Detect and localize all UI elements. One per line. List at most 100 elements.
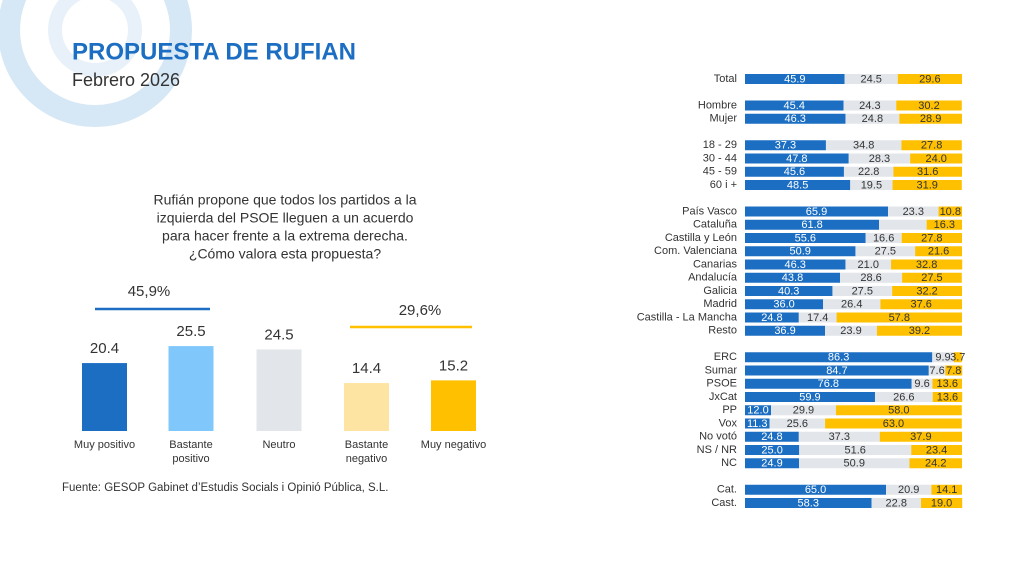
bar-segment [836, 312, 962, 323]
bar-segment [745, 74, 845, 84]
value-label: 22.8 [858, 166, 879, 178]
value-label: 45.9 [784, 73, 805, 85]
row-label: Madrid [703, 298, 737, 310]
value-label: 27.8 [921, 232, 942, 244]
value-label: 58.3 [798, 497, 819, 509]
value-label: 37.3 [829, 431, 850, 443]
bar-segment [745, 272, 841, 283]
value-label: 31.9 [916, 179, 937, 191]
value-label: 58.0 [888, 405, 909, 417]
value-label: 36.0 [773, 299, 794, 311]
question-line: izquierda del PSOE lleguen a un acuerdo [157, 210, 414, 226]
bar-segment [745, 206, 889, 217]
value-label: 27.8 [921, 140, 942, 152]
bar-segment [745, 113, 846, 124]
value-label: 15.2 [439, 357, 468, 374]
bar-segment [892, 180, 962, 190]
row-label: 18 - 29 [703, 139, 737, 151]
bar-segment [899, 113, 962, 124]
bar-segment [880, 299, 962, 310]
bar-segment [920, 498, 963, 508]
bar-segment [799, 445, 912, 455]
bar-segment [745, 246, 856, 257]
row-label: 30 - 44 [703, 152, 737, 164]
value-label: 25.5 [176, 323, 205, 340]
bar-segment [848, 153, 911, 164]
value-label: 13.6 [937, 391, 958, 403]
value-label: 50.9 [844, 458, 865, 470]
value-label: 29.9 [793, 405, 814, 417]
value-label: 86.3 [828, 352, 849, 364]
value-label: 36.9 [774, 325, 795, 337]
value-label: 24.8 [862, 113, 883, 125]
row-label: 60 i + [710, 179, 737, 191]
row-label: País Vasco [682, 205, 737, 217]
value-label: 30.2 [918, 100, 939, 112]
value-label: 21.0 [858, 259, 879, 271]
row-label: Com. Valenciana [654, 245, 738, 257]
row-label: Castilla y León [665, 232, 737, 244]
annotation: 45,9% [128, 283, 171, 300]
bar-segment [745, 259, 846, 270]
bar-segment [938, 206, 962, 217]
bar-segment [745, 352, 933, 363]
value-label: 16.6 [873, 232, 894, 244]
value-label: 29.6 [919, 73, 940, 85]
bar-segment [745, 484, 887, 495]
x-tick-label: Neutro [262, 439, 296, 451]
bar-segment [932, 352, 954, 363]
bar-segment [745, 418, 770, 429]
bar-segment [892, 286, 962, 296]
row-label: Mujer [709, 113, 737, 125]
bar-segment [745, 431, 799, 442]
bar-segment [825, 140, 902, 151]
value-label: 27.5 [852, 285, 873, 297]
bar-segment [745, 140, 826, 151]
bar-segment [745, 312, 799, 323]
bar-segment [745, 405, 772, 416]
row-label: NS / NR [697, 444, 737, 456]
value-label: 45.4 [784, 100, 805, 112]
value-label: 14.4 [352, 360, 381, 377]
value-label: 37.6 [910, 299, 931, 311]
row-label: 45 - 59 [703, 166, 737, 178]
value-label: 7.6 [929, 365, 944, 377]
bar [431, 380, 476, 431]
value-label: 3.7 [950, 352, 965, 364]
value-label: 20.4 [90, 340, 119, 357]
bar [82, 363, 127, 431]
value-label: 45.6 [784, 166, 805, 178]
bar-segment [745, 233, 866, 243]
bar-segment [891, 259, 963, 270]
bar-segment [745, 286, 833, 296]
subtitle: Febrero 2026 [72, 70, 180, 90]
bar-segment [865, 233, 902, 243]
bar-segment [932, 378, 962, 389]
bar-segment [896, 100, 962, 111]
row-label: JxCat [709, 391, 737, 403]
ring [48, 0, 142, 77]
value-label: 24.0 [925, 153, 946, 165]
value-label: 43.8 [782, 272, 803, 284]
bar [168, 346, 214, 431]
bar-segment [897, 74, 962, 84]
bar-segment [745, 100, 844, 111]
value-label: 76.8 [818, 378, 839, 390]
value-label: 9.6 [914, 378, 929, 390]
bar-segment [871, 498, 921, 508]
value-label: 17.4 [807, 312, 828, 324]
value-label: 32.8 [916, 259, 937, 271]
value-label: 65.9 [806, 206, 827, 218]
bar-segment [915, 246, 962, 257]
row-label: Andalucía [688, 272, 738, 284]
row-label: ERC [714, 351, 737, 363]
bar-segment [835, 405, 962, 416]
annotation: 29,6% [399, 302, 442, 319]
bar-segment [745, 325, 826, 336]
bar-segment [876, 325, 962, 336]
bar-segment [893, 166, 962, 177]
value-label: 27.5 [921, 272, 942, 284]
question-line: Rufián propone que todos los partidos a … [153, 192, 416, 208]
value-label: 10.8 [940, 206, 961, 218]
